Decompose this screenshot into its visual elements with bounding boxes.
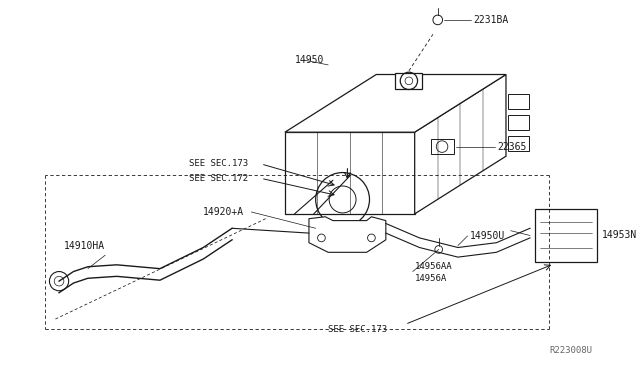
Polygon shape	[285, 132, 415, 214]
Text: 14920+A: 14920+A	[204, 207, 244, 217]
Text: 14910HA: 14910HA	[64, 241, 105, 251]
Text: 14956AA: 14956AA	[415, 262, 452, 271]
Circle shape	[49, 272, 68, 291]
Text: 14950U: 14950U	[470, 231, 505, 241]
Polygon shape	[535, 209, 597, 262]
Text: 14956A: 14956A	[415, 274, 447, 283]
Text: R223008U: R223008U	[550, 346, 593, 355]
Text: SEE SEC.173: SEE SEC.173	[328, 325, 387, 334]
Polygon shape	[431, 139, 454, 154]
Polygon shape	[508, 94, 529, 109]
Text: SEE SEC.172: SEE SEC.172	[189, 174, 248, 183]
Text: SEE SEC.173: SEE SEC.173	[189, 159, 248, 169]
Polygon shape	[396, 73, 422, 89]
Polygon shape	[415, 74, 506, 214]
Polygon shape	[508, 115, 529, 130]
Polygon shape	[309, 217, 386, 252]
Text: 22365: 22365	[497, 142, 526, 152]
Polygon shape	[285, 74, 506, 132]
Text: 2231BA: 2231BA	[474, 15, 509, 25]
Polygon shape	[508, 136, 529, 151]
Text: 14953N: 14953N	[602, 231, 637, 241]
Text: 14950: 14950	[294, 55, 324, 65]
